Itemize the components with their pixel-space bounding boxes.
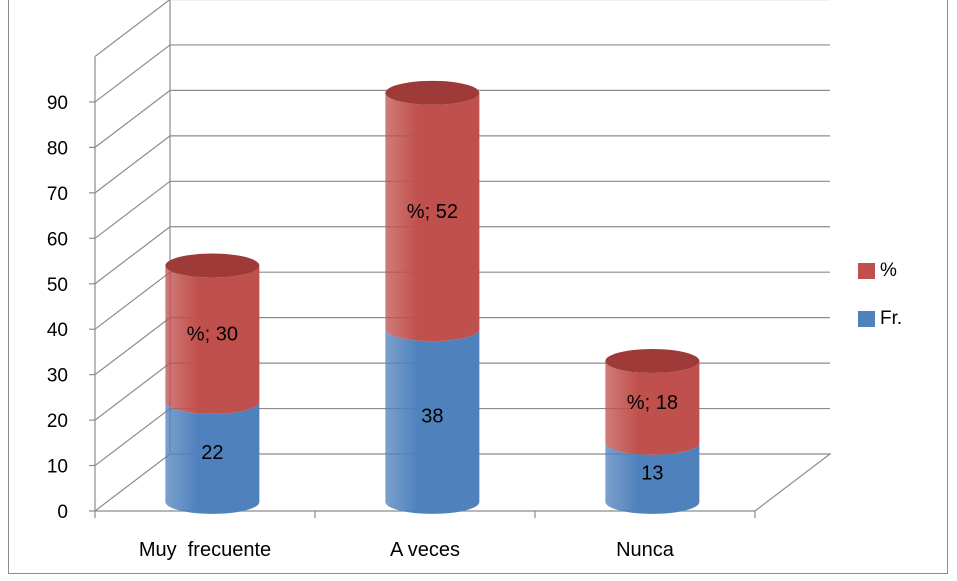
data-label: %; 30	[187, 324, 238, 346]
y-tick-label: 20	[47, 411, 68, 432]
y-tick-label: 0	[57, 502, 68, 523]
legend-swatch	[858, 263, 875, 279]
y-tick-label: 30	[47, 366, 68, 387]
gridline	[94, 0, 830, 57]
gridline	[94, 226, 830, 285]
bar-fr-segment	[165, 401, 260, 514]
legend-label: Fr.	[880, 308, 902, 329]
bar-pct-segment	[385, 92, 480, 342]
y-tick-label: 90	[47, 93, 68, 114]
x-category-label: Nunca	[616, 539, 675, 561]
data-label: 38	[421, 406, 443, 428]
bars	[165, 80, 700, 514]
bar-fr-segment	[605, 442, 700, 514]
bar-top-cap	[605, 348, 700, 373]
bar-top-cap	[385, 80, 480, 105]
x-axis-category-labels: Muy frecuente A veces Nunca	[139, 539, 675, 561]
data-label: %; 18	[627, 392, 678, 414]
y-tick-label: 50	[47, 275, 68, 296]
x-category-label: A veces	[390, 539, 460, 561]
y-tick-label: 70	[47, 184, 68, 205]
y-tick-label: 40	[47, 320, 68, 341]
gridline	[94, 180, 830, 239]
bar-top-cap	[165, 253, 260, 278]
x-category-label: Muy frecuente	[139, 539, 271, 561]
data-labels: 22 %; 30 38 %; 52 13 %; 18	[187, 201, 678, 484]
y-tick-label: 60	[47, 229, 68, 250]
bar-fr-segment	[385, 329, 480, 514]
bar-pct-segment	[605, 360, 700, 455]
data-label: 22	[201, 442, 223, 464]
y-tick-label: 80	[47, 138, 68, 159]
bar-pct-segment	[165, 265, 260, 414]
y-axis-tick-labels: 0 10 20 30 40 50 60 70 80 90	[47, 93, 68, 523]
gridline	[94, 44, 830, 103]
legend-swatch	[858, 311, 875, 327]
legend: % Fr.	[858, 260, 902, 329]
gridline	[94, 89, 830, 148]
gridline	[94, 135, 830, 194]
data-label: %; 52	[407, 201, 458, 223]
y-tick-label: 10	[47, 457, 68, 478]
legend-label: %	[880, 260, 897, 281]
floor-outline	[94, 453, 832, 512]
data-label: 13	[641, 462, 663, 484]
chart-frame	[8, 0, 948, 574]
